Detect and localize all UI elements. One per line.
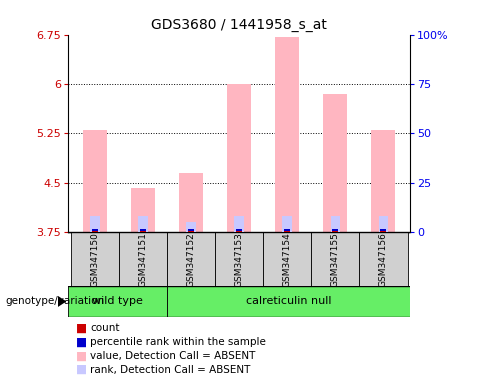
Bar [379,217,388,232]
Bar [330,217,340,232]
Bar [381,231,386,232]
Bar [71,232,119,286]
Text: ■: ■ [76,349,87,362]
Bar [179,173,203,232]
Text: genotype/variation: genotype/variation [5,296,104,306]
Bar [83,130,107,232]
Text: GSM347150: GSM347150 [90,232,99,286]
Title: GDS3680 / 1441958_s_at: GDS3680 / 1441958_s_at [151,18,327,32]
Text: GSM347154: GSM347154 [283,232,292,286]
Bar [92,231,98,232]
Text: rank, Detection Call = ABSENT: rank, Detection Call = ABSENT [90,365,251,375]
Bar [227,84,251,232]
Bar [188,229,194,231]
Bar [167,232,215,286]
Bar [68,286,167,317]
Text: wild type: wild type [92,296,143,306]
Bar [236,231,242,232]
Text: percentile rank within the sample: percentile rank within the sample [90,337,266,347]
Bar [263,232,311,286]
Bar [332,229,338,231]
Bar [188,231,194,232]
Bar [359,232,407,286]
Bar [332,231,338,232]
Text: GSM347152: GSM347152 [186,232,196,286]
Bar [284,229,290,231]
Text: ■: ■ [76,363,87,376]
Bar [90,217,100,232]
Bar [140,231,146,232]
Polygon shape [58,296,66,307]
Bar [275,36,299,232]
Bar [138,217,148,232]
Text: count: count [90,323,120,333]
Bar [311,232,359,286]
Bar [234,217,244,232]
Bar [215,232,263,286]
Text: GSM347155: GSM347155 [331,232,340,286]
Text: ■: ■ [76,322,87,335]
Bar [119,232,167,286]
Bar [92,229,98,231]
Text: ■: ■ [76,336,87,349]
Text: GSM347151: GSM347151 [139,232,147,286]
Bar [140,229,146,231]
Bar [131,188,155,232]
Bar [371,130,395,232]
Bar [284,231,290,232]
Bar [167,286,410,317]
Text: calreticulin null: calreticulin null [245,296,331,306]
Bar [283,217,292,232]
Bar [324,94,347,232]
Text: value, Detection Call = ABSENT: value, Detection Call = ABSENT [90,351,256,361]
Text: GSM347156: GSM347156 [379,232,388,286]
Bar [186,222,196,232]
Bar [236,229,242,231]
Text: GSM347153: GSM347153 [235,232,244,286]
Bar [381,229,386,231]
